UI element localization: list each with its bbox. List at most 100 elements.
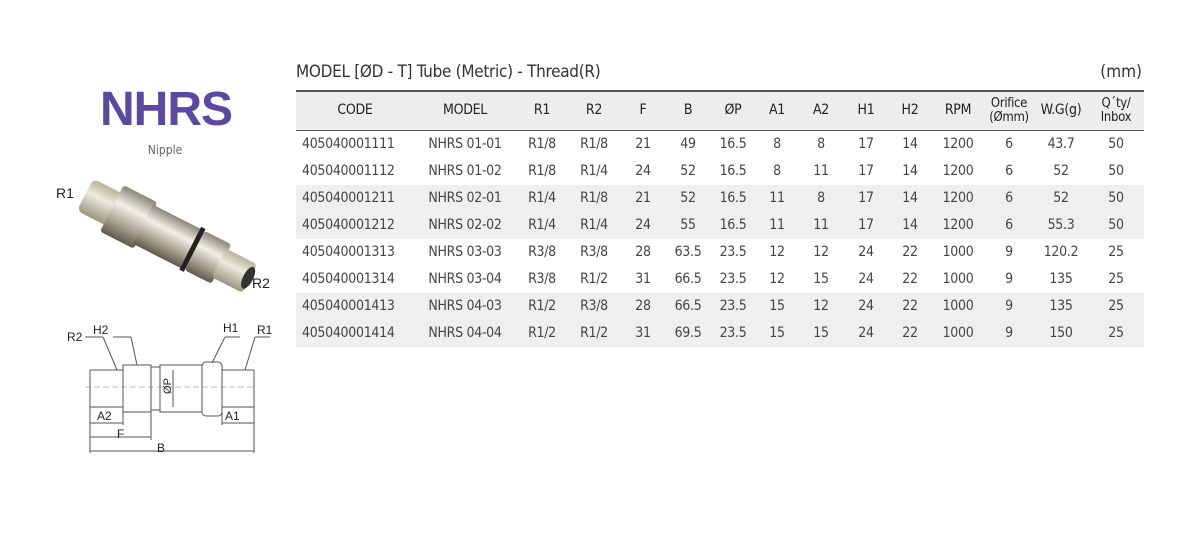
table-cell: 11	[769, 190, 785, 206]
table-cell: 405040001413	[302, 298, 395, 314]
table-row: 405040001313 NHRS 03-03 R3/8 R3/8 28 63.5 23.5…	[296, 239, 1144, 266]
table-cell: 17	[858, 217, 874, 233]
table-cell: 49	[680, 136, 696, 152]
table-cell: 31	[635, 271, 651, 287]
table-cell: 9	[1005, 298, 1013, 314]
column-header: H1	[857, 102, 875, 119]
table-cell: 50	[1108, 217, 1124, 233]
drawing-label-a1: A1	[225, 409, 240, 423]
table-cell: 150	[1049, 325, 1073, 341]
table-cell: 63.5	[674, 244, 702, 260]
table-cell: 22	[902, 298, 918, 314]
table-cell: 11	[813, 163, 829, 179]
table-cell: 23.5	[719, 271, 747, 287]
table-cell: 52	[1053, 190, 1069, 206]
table-cell: 8	[817, 190, 825, 206]
table-row: 405040001414 NHRS 04-04 R1/2 R1/2 31 69.5 23.5…	[296, 319, 1144, 347]
column-header: CODE	[337, 102, 373, 119]
column-header: H2	[901, 102, 919, 119]
table-cell: 1000	[942, 271, 974, 287]
product-name: NHRS	[100, 83, 233, 136]
table-cell: 24	[858, 244, 874, 260]
column-header: A2	[812, 102, 830, 119]
table-cell: 405040001313	[302, 244, 395, 260]
table-cell: 50	[1108, 163, 1124, 179]
table-cell: 52	[1053, 163, 1069, 179]
table-cell: 6	[1005, 136, 1013, 152]
table-cell: R3/8	[580, 298, 608, 314]
table-cell: 23.5	[719, 298, 747, 314]
drawing-label-op: ØP	[161, 378, 174, 394]
table-cell: 8	[817, 136, 825, 152]
table-cell: 25	[1108, 298, 1124, 314]
column-header: ØP	[724, 102, 742, 119]
table-cell: 52	[680, 190, 696, 206]
table-cell: 1200	[942, 190, 974, 206]
table-cell: 50	[1108, 190, 1124, 206]
table-cell: 21	[635, 190, 651, 206]
table-cell: R3/8	[580, 244, 608, 260]
photo-label-r1: R1	[56, 185, 74, 201]
table-cell: 9	[1005, 244, 1013, 260]
table-cell: 23.5	[719, 244, 747, 260]
table-cell: 405040001112	[302, 163, 395, 179]
table-cell: 43.7	[1047, 136, 1075, 152]
table-cell: 25	[1108, 271, 1124, 287]
table-cell: NHRS 04-04	[428, 325, 502, 341]
table-cell: NHRS 01-01	[428, 136, 502, 152]
table-cell: R1/2	[528, 298, 556, 314]
table-cell: 8	[773, 163, 781, 179]
product-photo: R1 R2	[48, 175, 278, 305]
table-cell: 16.5	[719, 217, 747, 233]
table-cell: R1/8	[580, 136, 608, 152]
table-cell: 24	[635, 163, 651, 179]
column-header: W.G(g)	[1040, 102, 1082, 119]
drawing-label-r1: R1	[257, 323, 273, 337]
table-cell: 405040001212	[302, 217, 395, 233]
table-cell: 66.5	[674, 271, 702, 287]
table-cell: R1/4	[580, 163, 608, 179]
drawing-label-a2: A2	[97, 409, 112, 423]
table-cell: 25	[1108, 244, 1124, 260]
drawing-label-b: B	[157, 441, 166, 455]
table-cell: 69.5	[674, 325, 702, 341]
table-cell: NHRS 01-02	[428, 163, 502, 179]
table-cell: 16.5	[719, 190, 747, 206]
table-cell: R3/8	[528, 271, 556, 287]
table-cell: 24	[858, 325, 874, 341]
table-cell: 11	[813, 217, 829, 233]
table-cell: 1000	[942, 244, 974, 260]
column-header: F	[639, 102, 647, 119]
table-cell: 12	[769, 244, 785, 260]
table-row: 405040001112 NHRS 01-02 R1/8 R1/4 24 52 16.5 8 1…	[296, 158, 1144, 185]
table-cell: R1/2	[528, 325, 556, 341]
table-cell: 52	[680, 163, 696, 179]
column-header: Orifice (Ømm)	[989, 96, 1029, 125]
table-cell: 15	[769, 325, 785, 341]
table-cell: 22	[902, 244, 918, 260]
table-cell: R1/4	[580, 217, 608, 233]
table-cell: 405040001111	[302, 136, 395, 152]
table-cell: 9	[1005, 325, 1013, 341]
table-cell: 23.5	[719, 325, 747, 341]
table-cell: 6	[1005, 190, 1013, 206]
table-cell: 28	[635, 244, 651, 260]
table-cell: 28	[635, 298, 651, 314]
table-cell: R1/8	[580, 190, 608, 206]
drawing-label-h2: H2	[93, 323, 109, 337]
table-cell: NHRS 02-02	[428, 217, 502, 233]
table-cell: 14	[902, 163, 918, 179]
technical-drawing: R2 H2 H1 R1 ØP A2 F B A1	[55, 315, 275, 465]
column-header: R2	[585, 102, 603, 119]
table-cell: 405040001414	[302, 325, 395, 341]
column-header: B	[683, 102, 693, 119]
table-cell: 66.5	[674, 298, 702, 314]
table-cell: 21	[635, 136, 651, 152]
table-cell: R1/2	[580, 325, 608, 341]
column-header: MODEL	[443, 102, 487, 119]
table-cell: 24	[635, 217, 651, 233]
table-cell: 12	[813, 298, 829, 314]
table-row: 405040001212 NHRS 02-02 R1/4 R1/4 24 55 16.5 11…	[296, 211, 1144, 239]
table-cell: 55.3	[1047, 217, 1075, 233]
column-header: R1	[533, 102, 551, 119]
